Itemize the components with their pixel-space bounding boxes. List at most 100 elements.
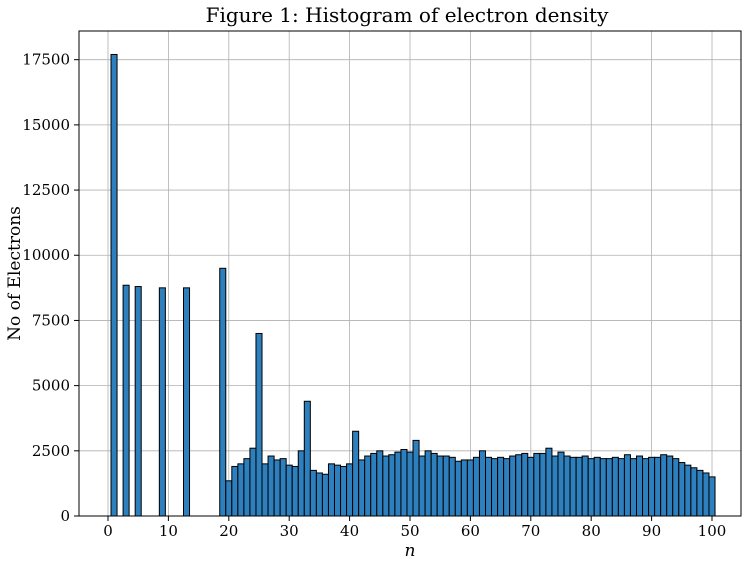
histogram-bar [648, 456, 656, 517]
histogram-bar [527, 456, 535, 517]
histogram-bar [340, 465, 348, 517]
histogram-bar [708, 476, 716, 517]
histogram-bar [321, 473, 329, 517]
histogram-bar [364, 455, 372, 517]
histogram-bar [503, 458, 511, 517]
x-tick-label: 10 [159, 522, 178, 540]
y-tick-label: 15000 [22, 116, 70, 134]
histogram-bar [285, 464, 293, 517]
histogram-bar [497, 456, 505, 517]
histogram-bar [182, 287, 191, 517]
histogram-bar [158, 287, 166, 517]
histogram-bar [605, 458, 613, 517]
histogram-bar [297, 450, 305, 517]
x-tick-label: 100 [698, 522, 727, 540]
histogram-bar [376, 450, 384, 517]
histogram-bar [569, 456, 577, 517]
histogram-bar [315, 472, 323, 517]
histogram-bar [327, 463, 335, 517]
histogram-bar [134, 286, 142, 517]
histogram-bar [491, 458, 499, 517]
histogram-bar [400, 449, 408, 517]
histogram-bar [599, 458, 607, 517]
y-axis-label: No of Electrons [5, 206, 25, 341]
x-tick-label: 30 [280, 522, 299, 540]
x-tick-label: 90 [642, 522, 661, 540]
histogram-bar [593, 456, 601, 517]
histogram-bar [666, 455, 674, 517]
histogram-bar [557, 451, 565, 517]
x-tick-label: 40 [340, 522, 359, 540]
x-tick-label: 20 [219, 522, 238, 540]
histogram-bar [243, 458, 251, 517]
y-tick-label: 2500 [32, 442, 70, 460]
y-tick-label: 5000 [32, 377, 70, 395]
histogram-bar [418, 455, 426, 517]
histogram-bar [110, 53, 118, 517]
histogram-bar [424, 450, 432, 517]
histogram-bar [309, 469, 317, 517]
histogram-bar [539, 452, 547, 517]
histogram-bar [394, 451, 402, 517]
histogram-bar [563, 455, 571, 517]
histogram-bar [352, 430, 360, 517]
y-tick-label: 17500 [22, 51, 70, 69]
histogram-bar [678, 462, 686, 517]
histogram-bar [267, 455, 275, 517]
histogram-bar [406, 451, 414, 517]
x-tick-label: 50 [400, 522, 419, 540]
histogram-bar [448, 456, 456, 517]
histogram-bar [521, 452, 529, 517]
histogram-bar [587, 458, 595, 517]
histogram-bar [702, 472, 710, 517]
x-tick-label: 0 [103, 522, 113, 540]
histogram-bar [672, 458, 680, 517]
histogram-bar [436, 455, 444, 517]
histogram-bar [219, 267, 227, 517]
histogram-bar [466, 459, 474, 517]
histogram-bar [249, 447, 257, 517]
histogram-bar [545, 447, 553, 517]
histogram-bar [533, 452, 541, 517]
histogram-bar [382, 455, 390, 517]
histogram-bar [485, 456, 493, 517]
histogram-bar [478, 450, 487, 517]
x-tick-label: 80 [582, 522, 601, 540]
chart-title: Figure 1: Histogram of electron density [206, 3, 609, 27]
histogram-bar [617, 458, 625, 517]
histogram-bar [370, 452, 378, 517]
histogram-bar [509, 455, 517, 517]
histogram-bar [346, 463, 354, 517]
ticks-layer: 0 10 20 30 40 50 60 70 80 90 100 0 2500 5000 7500 10000… [22, 51, 726, 540]
histogram-bar [581, 455, 589, 517]
histogram-bar [575, 456, 583, 517]
histogram-bar [642, 458, 650, 517]
histogram-bar [442, 455, 450, 517]
histogram-bar [279, 458, 287, 517]
histogram-bar [333, 464, 342, 517]
histogram-bar [636, 455, 644, 517]
x-tick-label: 60 [461, 522, 480, 540]
histogram-bar [412, 439, 420, 517]
x-axis-label: n [405, 541, 416, 561]
histogram-bar [611, 456, 619, 517]
histogram-bar [460, 459, 468, 517]
histogram-bar [358, 459, 366, 517]
histogram-bar [696, 469, 704, 517]
histogram-bar [237, 463, 245, 517]
histogram-bar [454, 460, 462, 517]
x-tick-label: 70 [521, 522, 540, 540]
y-tick-label: 0 [60, 507, 70, 525]
histogram-bar [261, 463, 269, 517]
histogram-bar [225, 480, 233, 517]
histogram-bar [122, 284, 130, 517]
histogram-bar [551, 455, 559, 517]
histogram-bar [388, 454, 396, 517]
histogram-bar [231, 465, 239, 517]
y-tick-label: 12500 [22, 181, 70, 199]
histogram-bar [472, 456, 480, 517]
histogram-bar [654, 456, 662, 517]
histogram-bar [684, 464, 692, 517]
grid-layer [79, 31, 741, 517]
